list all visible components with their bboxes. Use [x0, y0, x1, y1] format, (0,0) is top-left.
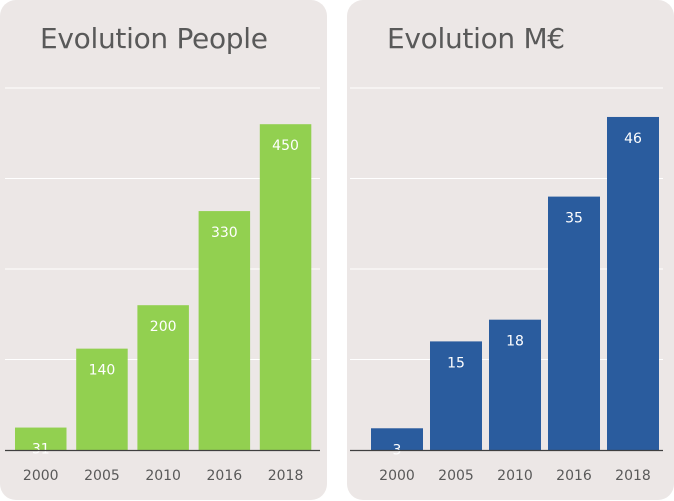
money-bar-2018 — [607, 116, 659, 451]
people-bar-2016 — [198, 211, 251, 450]
people-tick-label-2010: 2010 — [145, 468, 181, 484]
people-chart-title: Evolution People — [40, 22, 268, 55]
money-bar-2005 — [430, 341, 482, 450]
people-bar-2018 — [259, 124, 312, 450]
people-bar-2000 — [15, 427, 67, 450]
money-tick-label-2016: 2016 — [556, 468, 592, 484]
money-data-label-2010: 18 — [506, 334, 524, 350]
money-data-label-2018: 46 — [624, 131, 642, 147]
people-tick-label-2005: 2005 — [84, 468, 120, 484]
money-chart-title: Evolution M€ — [387, 22, 565, 55]
people-data-label-2016: 330 — [211, 225, 238, 241]
people-bar-chart: 31 2000 140 2005 200 2010 330 2016 450 2018 — [5, 87, 320, 484]
people-data-label-2005: 140 — [89, 363, 116, 379]
money-tick-label-2018: 2018 — [615, 468, 651, 484]
people-bar-2005 — [76, 348, 128, 450]
money-bar-2010 — [489, 319, 541, 450]
money-chart-card: Evolution M€ 3 2000 15 2005 18 2010 35 2016 46 20… — [347, 0, 674, 500]
money-tick-label-2010: 2010 — [497, 468, 533, 484]
people-tick-label-2016: 2016 — [207, 468, 243, 484]
money-bar-2016 — [548, 196, 600, 450]
money-bar-2000 — [371, 428, 423, 450]
people-data-label-2000: 31 — [32, 442, 50, 458]
people-tick-label-2000: 2000 — [23, 468, 59, 484]
people-data-label-2018: 450 — [272, 138, 299, 154]
people-tick-label-2018: 2018 — [268, 468, 304, 484]
people-bar-2010 — [137, 305, 189, 450]
money-data-label-2016: 35 — [565, 211, 583, 227]
money-data-label-2005: 15 — [447, 355, 465, 371]
people-data-label-2010: 200 — [150, 319, 177, 335]
money-tick-label-2005: 2005 — [438, 468, 474, 484]
money-tick-label-2000: 2000 — [379, 468, 415, 484]
people-chart-card: Evolution People 31 2000 140 2005 200 2010 330… — [0, 0, 327, 500]
